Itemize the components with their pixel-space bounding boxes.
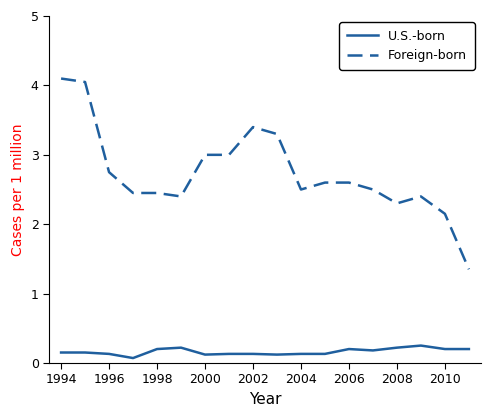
U.S.-born (466, 347, 472, 352)
U.S.-born (346, 347, 352, 352)
U.S.-born (322, 352, 328, 357)
U.S.-born (226, 352, 232, 357)
U.S.-born (154, 347, 160, 352)
U.S.-born (370, 348, 376, 353)
X-axis label: Year: Year (249, 392, 281, 407)
Foreign-born (130, 191, 136, 196)
U.S.-born (250, 352, 256, 357)
Foreign-born (178, 194, 184, 199)
U.S.-born (58, 350, 64, 355)
Foreign-born (154, 191, 160, 196)
U.S.-born (202, 352, 208, 357)
Foreign-born (466, 267, 472, 272)
U.S.-born (106, 352, 112, 357)
Foreign-born (82, 79, 88, 84)
U.S.-born (418, 343, 424, 348)
Foreign-born (418, 194, 424, 199)
Line: Foreign-born: Foreign-born (61, 79, 469, 269)
U.S.-born (82, 350, 88, 355)
U.S.-born (394, 345, 400, 350)
Foreign-born (106, 170, 112, 175)
Legend: U.S.-born, Foreign-born: U.S.-born, Foreign-born (339, 22, 475, 70)
Foreign-born (202, 152, 208, 157)
U.S.-born (130, 356, 136, 361)
Foreign-born (226, 152, 232, 157)
Foreign-born (370, 187, 376, 192)
U.S.-born (274, 352, 280, 357)
Line: U.S.-born: U.S.-born (61, 346, 469, 358)
U.S.-born (442, 347, 448, 352)
Foreign-born (346, 180, 352, 185)
Foreign-born (442, 211, 448, 216)
Foreign-born (274, 132, 280, 137)
Foreign-born (394, 201, 400, 206)
U.S.-born (298, 352, 304, 357)
Y-axis label: Cases per 1 million: Cases per 1 million (11, 123, 25, 256)
Foreign-born (250, 125, 256, 130)
Foreign-born (322, 180, 328, 185)
Foreign-born (58, 76, 64, 81)
Foreign-born (298, 187, 304, 192)
U.S.-born (178, 345, 184, 350)
